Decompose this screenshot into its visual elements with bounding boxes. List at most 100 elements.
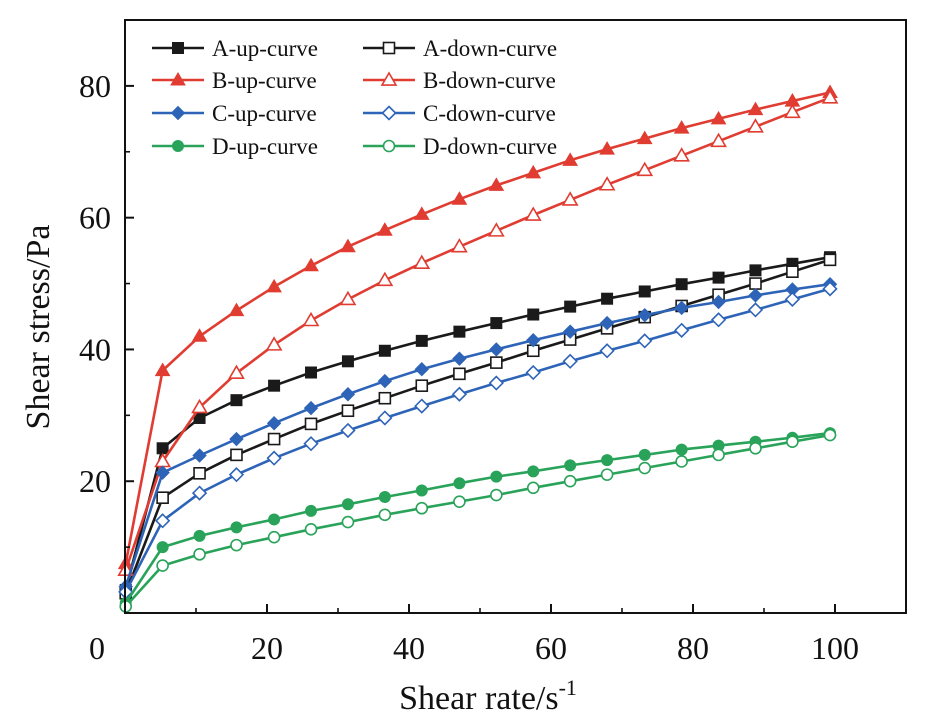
legend-marker xyxy=(380,71,398,86)
x-axis-title-superscript: -1 xyxy=(559,675,577,700)
data-point xyxy=(304,417,318,431)
data-point xyxy=(821,89,839,104)
data-point xyxy=(711,294,726,310)
data-point xyxy=(228,364,245,380)
series-A-down-curve xyxy=(119,253,837,600)
data-point xyxy=(747,101,764,116)
legend-marker xyxy=(172,42,184,54)
data-point xyxy=(822,281,838,297)
data-point xyxy=(599,141,615,155)
data-point xyxy=(525,164,542,179)
data-point xyxy=(340,238,356,253)
data-point xyxy=(267,530,281,544)
data-point xyxy=(823,253,837,267)
data-point xyxy=(340,387,356,402)
series-D-up-curve xyxy=(119,427,837,610)
data-point xyxy=(266,450,282,466)
data-point xyxy=(303,400,319,416)
data-point xyxy=(341,404,355,418)
data-point xyxy=(156,442,169,455)
series-B-down-curve xyxy=(117,89,839,577)
data-point xyxy=(749,277,762,290)
data-point xyxy=(268,379,281,392)
data-point xyxy=(156,491,169,504)
plot-area xyxy=(117,84,839,613)
data-point xyxy=(748,288,763,303)
series-A-up-curve xyxy=(119,251,837,596)
data-point xyxy=(378,491,391,504)
data-point xyxy=(451,191,468,205)
data-point xyxy=(487,222,505,237)
data-point xyxy=(490,317,503,330)
legend-marker xyxy=(170,72,186,86)
data-point xyxy=(786,265,799,278)
legend-label: B-up-curve xyxy=(212,68,317,93)
data-point xyxy=(156,541,169,554)
data-point xyxy=(710,110,727,125)
data-point xyxy=(524,206,542,221)
data-point xyxy=(413,206,430,220)
data-point xyxy=(637,333,653,349)
data-point xyxy=(303,257,319,272)
data-point xyxy=(265,336,283,351)
data-point xyxy=(377,410,393,426)
data-point xyxy=(563,474,577,488)
data-point xyxy=(304,523,318,536)
data-point xyxy=(749,264,762,277)
legend-item-D-up-curve: D-up-curve xyxy=(152,134,318,159)
data-point xyxy=(562,353,578,369)
legend-item-B-down-curve: B-down-curve xyxy=(363,68,556,93)
data-point xyxy=(488,177,505,191)
data-point xyxy=(230,448,243,462)
data-point xyxy=(490,470,503,483)
data-point xyxy=(193,548,206,561)
data-point xyxy=(675,455,688,468)
data-point xyxy=(377,373,393,389)
data-point xyxy=(305,504,318,517)
legend-item-A-down-curve: A-down-curve xyxy=(363,36,557,61)
data-point xyxy=(191,328,208,342)
data-point xyxy=(527,465,540,478)
x-tick-label: 0 xyxy=(89,630,105,666)
series-line xyxy=(124,91,831,564)
legend-marker xyxy=(170,105,186,121)
data-point xyxy=(638,285,651,298)
data-point xyxy=(784,103,801,119)
data-point xyxy=(638,461,652,475)
legend-label: A-up-curve xyxy=(212,36,318,61)
data-point xyxy=(526,333,541,348)
data-point xyxy=(230,538,243,552)
data-point xyxy=(786,435,799,448)
series-line xyxy=(124,255,831,591)
data-point xyxy=(453,495,466,508)
data-point xyxy=(564,459,577,472)
legend-label: D-up-curve xyxy=(212,134,318,159)
series-C-down-curve xyxy=(118,281,838,600)
data-point xyxy=(415,484,428,497)
data-point xyxy=(156,559,169,572)
legend-marker xyxy=(381,105,397,121)
data-point xyxy=(191,398,208,414)
data-point xyxy=(490,356,503,369)
data-point xyxy=(712,271,725,284)
data-point xyxy=(636,130,653,145)
data-point xyxy=(710,312,727,328)
data-point xyxy=(341,355,354,368)
data-point xyxy=(302,311,320,327)
legend-item-A-up-curve: A-up-curve xyxy=(152,36,318,61)
series-C-up-curve xyxy=(118,277,838,594)
data-point xyxy=(561,191,579,206)
data-point xyxy=(747,118,764,133)
data-point xyxy=(193,529,206,542)
data-point xyxy=(823,428,837,442)
data-point xyxy=(267,432,281,446)
data-point xyxy=(453,367,466,381)
data-point xyxy=(562,152,579,166)
data-point xyxy=(452,351,467,366)
legend-item-C-up-curve: C-up-curve xyxy=(152,101,317,126)
legend-label: D-down-curve xyxy=(423,134,557,159)
data-point xyxy=(191,485,208,501)
data-point xyxy=(675,278,688,291)
series-line xyxy=(124,431,831,604)
